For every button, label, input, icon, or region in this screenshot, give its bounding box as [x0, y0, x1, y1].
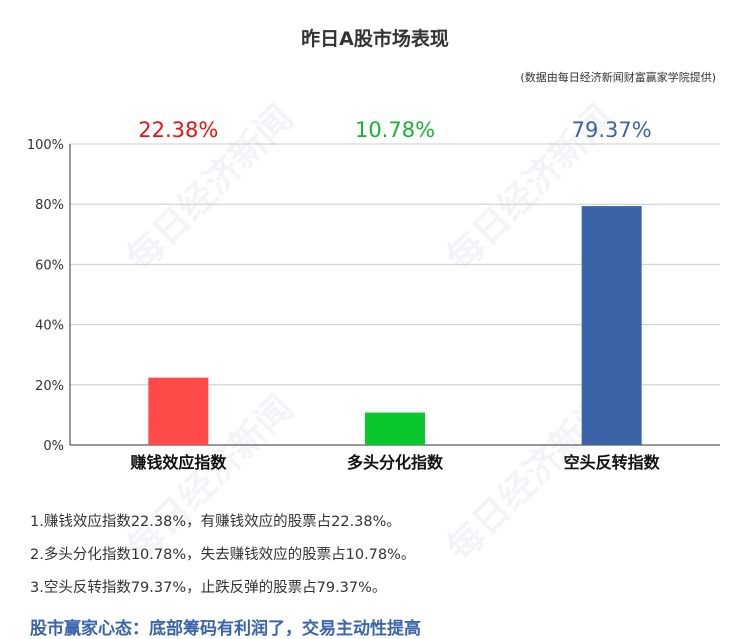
note-item: 1.赚钱效应指数22.38%，有赚钱效应的股票占22.38%。 — [30, 514, 401, 530]
bar — [148, 377, 209, 445]
y-tick-label: 40% — [35, 319, 64, 334]
notes-list: 1.赚钱效应指数22.38%，有赚钱效应的股票占22.38%。 2.多头分化指数… — [30, 510, 415, 609]
x-tick-label: 空头反转指数 — [564, 453, 661, 472]
y-tick-label: 20% — [35, 379, 64, 394]
bar-value-label: 79.37% — [572, 118, 652, 142]
note-item: 3.空头反转指数79.37%，止跌反弹的股票占79.37%。 — [30, 580, 387, 596]
bars — [148, 206, 642, 445]
x-axis-labels: 赚钱效应指数 多头分化指数 空头反转指数 — [129, 453, 660, 472]
note-item: 2.多头分化指数10.78%，失去赚钱效应的股票占10.78%。 — [30, 547, 416, 563]
y-tick-label: 60% — [35, 258, 64, 273]
y-tick-label: 100% — [27, 138, 64, 153]
bar-value-label: 22.38% — [138, 118, 218, 142]
bar — [365, 412, 425, 445]
bar-value-label: 10.78% — [355, 118, 435, 142]
value-labels: 22.38% 10.78% 79.37% — [138, 118, 651, 142]
y-tick-label: 0% — [43, 439, 64, 454]
data-source-note: (数据由每日经济新闻财富赢家学院提供) — [520, 71, 716, 84]
bar — [581, 206, 642, 445]
y-tick-label: 80% — [35, 198, 64, 213]
bar-chart: 0% 20% 40% 60% 80% 100% 22.38% 10.78% 79.37% 赚钱… — [27, 118, 720, 472]
x-tick-label: 多头分化指数 — [347, 453, 444, 472]
x-tick-label: 赚钱效应指数 — [129, 453, 227, 472]
market-sentiment-summary: 股市赢家心态：底部筹码有利润了，交易主动性提高 — [30, 619, 421, 639]
chart-title: 昨日A股市场表现 — [301, 28, 449, 50]
